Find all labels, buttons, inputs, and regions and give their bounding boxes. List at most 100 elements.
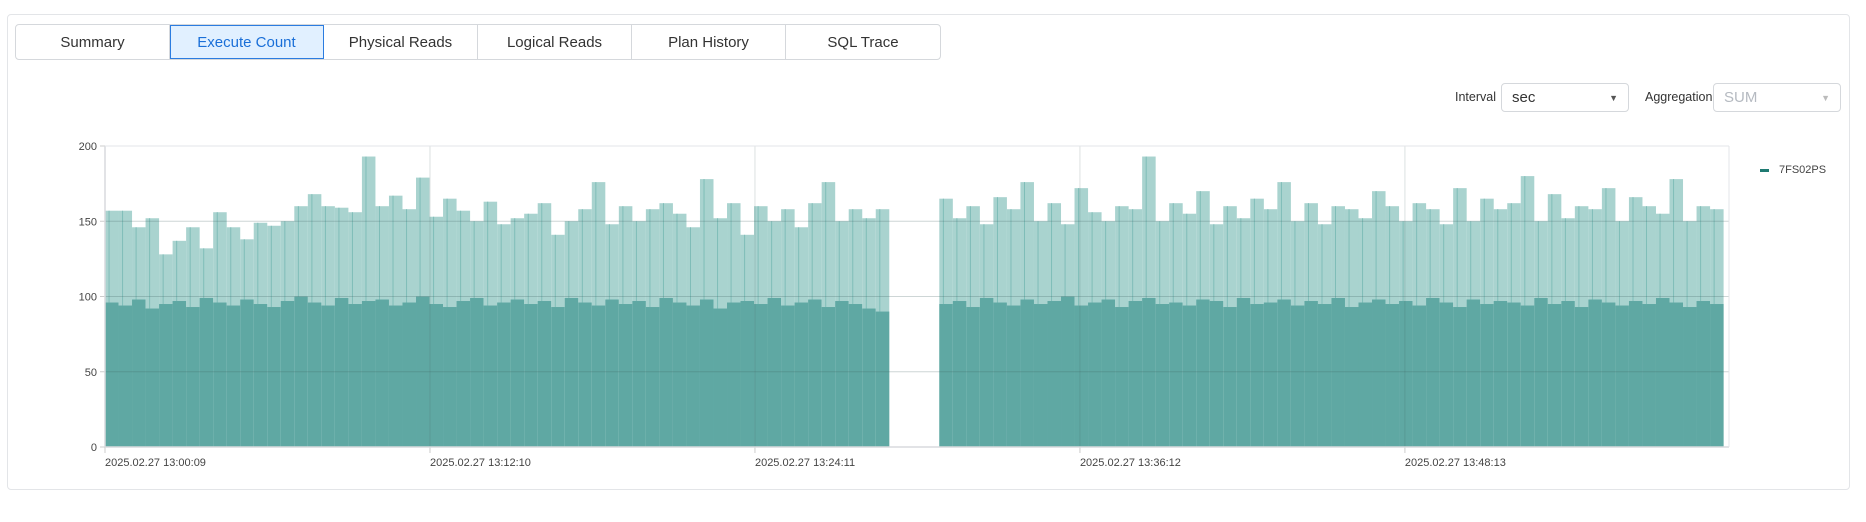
tab-sql-trace[interactable]: SQL Trace bbox=[827, 33, 899, 51]
bar bbox=[105, 302, 119, 447]
bar bbox=[605, 299, 619, 447]
y-tick-label: 150 bbox=[79, 216, 97, 228]
bar bbox=[1006, 305, 1021, 447]
bar bbox=[1155, 304, 1170, 447]
bar bbox=[118, 305, 133, 447]
bar bbox=[470, 298, 484, 447]
bar bbox=[1710, 304, 1724, 447]
bar bbox=[1088, 302, 1102, 447]
bar bbox=[1209, 301, 1224, 447]
bar bbox=[226, 305, 241, 447]
bar bbox=[1250, 304, 1264, 447]
bar bbox=[767, 298, 782, 447]
tab-logical-reads[interactable]: Logical Reads bbox=[478, 25, 632, 59]
bar bbox=[1412, 305, 1427, 447]
bar bbox=[443, 307, 457, 447]
bar bbox=[1277, 299, 1291, 447]
bar bbox=[159, 304, 173, 447]
bar bbox=[1601, 302, 1616, 447]
bar bbox=[510, 299, 525, 447]
x-tick-label: 2025.02.27 13:12:10 bbox=[430, 457, 531, 469]
interval-select[interactable]: sec ▼ bbox=[1501, 83, 1629, 112]
legend-item[interactable]: 7FS02PS bbox=[1760, 164, 1826, 176]
x-tick-label: 2025.02.27 13:00:09 bbox=[105, 457, 206, 469]
bar bbox=[1655, 298, 1670, 447]
y-tick-label: 100 bbox=[79, 292, 97, 304]
bar bbox=[186, 307, 200, 447]
tab-physical-reads[interactable]: Physical Reads bbox=[324, 25, 478, 59]
bar bbox=[1263, 302, 1278, 447]
bar bbox=[416, 296, 430, 447]
bar bbox=[199, 298, 214, 447]
bar bbox=[524, 304, 538, 447]
bar bbox=[1561, 301, 1575, 447]
bar bbox=[1196, 299, 1210, 447]
bar bbox=[713, 308, 728, 447]
bar bbox=[1142, 298, 1156, 447]
bar bbox=[645, 307, 660, 447]
tab-execute-count[interactable]: Execute Count bbox=[170, 25, 324, 59]
caret-down-icon: ▼ bbox=[1609, 92, 1618, 103]
bar bbox=[686, 305, 700, 447]
interval-label: Interval bbox=[1455, 90, 1496, 104]
bar bbox=[632, 301, 646, 447]
bar bbox=[781, 305, 795, 447]
bar bbox=[456, 301, 471, 447]
bar bbox=[1439, 302, 1454, 447]
chart-panel bbox=[7, 14, 1850, 490]
bar bbox=[1547, 304, 1562, 447]
bar bbox=[1574, 307, 1589, 447]
bar bbox=[1615, 305, 1629, 447]
bar bbox=[1033, 304, 1048, 447]
bar bbox=[280, 301, 295, 447]
bar bbox=[1317, 304, 1332, 447]
aggregation-select: SUM ▼ bbox=[1713, 83, 1841, 112]
bar bbox=[1426, 298, 1440, 447]
bar bbox=[1493, 301, 1508, 447]
bar bbox=[659, 298, 673, 447]
bar bbox=[402, 302, 417, 447]
bar bbox=[1588, 299, 1602, 447]
bar bbox=[821, 307, 836, 447]
bar bbox=[1453, 307, 1467, 447]
bar bbox=[1236, 298, 1251, 447]
bar bbox=[334, 298, 349, 447]
bar bbox=[483, 305, 498, 447]
bar bbox=[551, 307, 565, 447]
bar bbox=[835, 301, 849, 447]
bar bbox=[1696, 301, 1711, 447]
bar bbox=[1642, 304, 1656, 447]
bar bbox=[1115, 307, 1129, 447]
bar bbox=[1169, 302, 1183, 447]
x-tick-label: 2025.02.27 13:24:11 bbox=[755, 457, 855, 469]
bar bbox=[497, 302, 511, 447]
x-tick-label: 2025.02.27 13:36:12 bbox=[1080, 457, 1181, 469]
bar bbox=[132, 299, 146, 447]
bar bbox=[213, 302, 227, 447]
bar bbox=[240, 299, 254, 447]
bar bbox=[294, 296, 308, 447]
bar bbox=[267, 307, 281, 447]
caret-down-icon: ▼ bbox=[1821, 92, 1830, 103]
bar bbox=[253, 304, 268, 447]
bar bbox=[1520, 305, 1535, 447]
bar bbox=[618, 304, 633, 447]
tab-plan-history[interactable]: Plan History bbox=[632, 25, 786, 59]
bar bbox=[1290, 305, 1305, 447]
bar bbox=[727, 302, 741, 447]
bar bbox=[862, 308, 876, 447]
y-tick-label: 50 bbox=[85, 367, 97, 379]
bar bbox=[591, 305, 606, 447]
bar bbox=[1466, 299, 1481, 447]
tab-summary[interactable]: Summary bbox=[16, 25, 170, 59]
bar bbox=[1331, 298, 1345, 447]
tab-bar: Summary Execute Count Physical Reads Log… bbox=[15, 24, 941, 60]
bar bbox=[1507, 302, 1521, 447]
bar bbox=[1128, 301, 1143, 447]
bar bbox=[145, 308, 160, 447]
bar bbox=[1385, 304, 1400, 447]
bar bbox=[375, 299, 389, 447]
bar bbox=[537, 301, 552, 447]
bar bbox=[1074, 305, 1089, 447]
